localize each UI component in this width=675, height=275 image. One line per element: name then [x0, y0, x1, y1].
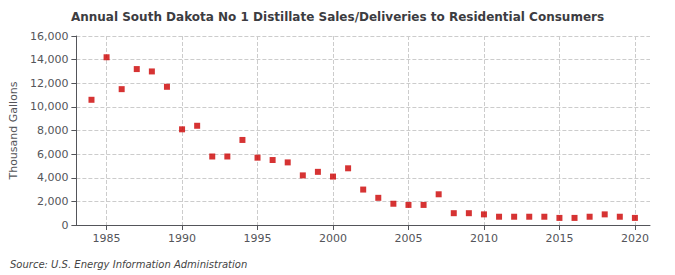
svg-text:1990: 1990	[168, 232, 196, 245]
svg-text:2005: 2005	[394, 232, 422, 245]
svg-text:1995: 1995	[244, 232, 272, 245]
svg-text:1985: 1985	[93, 232, 121, 245]
svg-text:16,000: 16,000	[30, 30, 69, 43]
svg-text:2015: 2015	[545, 232, 573, 245]
svg-text:6,000: 6,000	[37, 148, 69, 161]
svg-text:12,000: 12,000	[30, 77, 69, 90]
svg-text:4,000: 4,000	[37, 171, 69, 184]
svg-text:Thousand Gallons: Thousand Gallons	[7, 81, 20, 180]
svg-text:10,000: 10,000	[30, 100, 69, 113]
svg-text:8,000: 8,000	[37, 124, 69, 137]
svg-text:0: 0	[61, 219, 68, 232]
svg-text:14,000: 14,000	[30, 53, 69, 66]
svg-text:2000: 2000	[319, 232, 347, 245]
svg-text:Annual South Dakota No 1 Disti: Annual South Dakota No 1 Distillate Sale…	[71, 10, 604, 24]
svg-text:2010: 2010	[470, 232, 498, 245]
svg-text:2,000: 2,000	[37, 195, 69, 208]
svg-text:2020: 2020	[621, 232, 649, 245]
svg-text:Source: U.S. Energy Informatio: Source: U.S. Energy Information Administ…	[10, 259, 247, 270]
